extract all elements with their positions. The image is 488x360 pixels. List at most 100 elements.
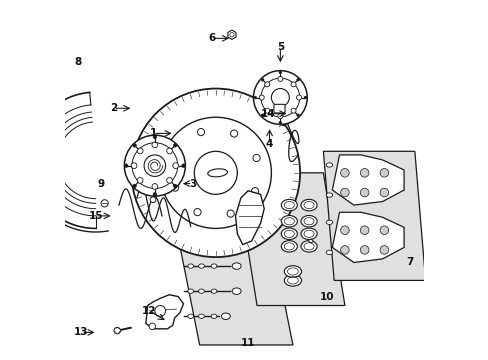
Circle shape (360, 188, 368, 197)
Circle shape (253, 96, 256, 99)
Circle shape (253, 71, 306, 125)
Circle shape (304, 96, 306, 99)
Circle shape (182, 164, 185, 167)
Ellipse shape (325, 193, 332, 197)
Ellipse shape (301, 216, 317, 227)
Circle shape (153, 135, 156, 139)
Circle shape (340, 188, 348, 197)
Circle shape (150, 197, 156, 203)
Circle shape (340, 246, 348, 254)
Circle shape (101, 200, 108, 207)
Circle shape (261, 78, 264, 81)
Text: 8: 8 (74, 57, 81, 67)
Ellipse shape (325, 250, 332, 255)
Ellipse shape (211, 314, 217, 319)
Circle shape (152, 142, 158, 148)
Text: 7: 7 (405, 257, 412, 267)
Circle shape (264, 82, 269, 87)
Ellipse shape (232, 288, 241, 294)
Circle shape (133, 184, 136, 188)
Text: 9: 9 (97, 179, 104, 189)
Circle shape (152, 184, 158, 189)
Ellipse shape (301, 199, 317, 211)
Polygon shape (178, 237, 292, 345)
Circle shape (264, 108, 269, 113)
Circle shape (277, 76, 282, 81)
Text: 6: 6 (208, 33, 215, 43)
Text: 1: 1 (149, 129, 156, 138)
Ellipse shape (281, 216, 297, 227)
Circle shape (166, 177, 172, 183)
Circle shape (171, 184, 178, 191)
Ellipse shape (325, 220, 332, 225)
Circle shape (252, 154, 260, 162)
Circle shape (131, 89, 300, 257)
Circle shape (172, 163, 178, 168)
Ellipse shape (232, 263, 241, 269)
FancyBboxPatch shape (273, 104, 285, 113)
Circle shape (261, 114, 264, 117)
Circle shape (360, 168, 368, 177)
Ellipse shape (187, 289, 193, 293)
Ellipse shape (221, 313, 230, 319)
Polygon shape (323, 151, 425, 280)
Circle shape (278, 121, 281, 124)
Circle shape (133, 144, 136, 147)
Circle shape (360, 246, 368, 254)
Circle shape (173, 144, 177, 147)
Ellipse shape (284, 275, 301, 286)
Circle shape (226, 210, 234, 217)
Ellipse shape (281, 199, 297, 211)
Polygon shape (235, 173, 344, 306)
Ellipse shape (308, 239, 312, 243)
Polygon shape (332, 212, 403, 262)
Ellipse shape (281, 240, 297, 252)
Ellipse shape (207, 169, 227, 177)
Circle shape (259, 95, 264, 100)
Ellipse shape (301, 228, 317, 239)
Text: 3: 3 (188, 179, 196, 189)
Ellipse shape (301, 240, 317, 252)
Ellipse shape (198, 289, 204, 293)
Circle shape (296, 95, 301, 100)
Text: 5: 5 (276, 42, 284, 52)
Circle shape (137, 148, 142, 154)
Ellipse shape (198, 264, 204, 268)
Circle shape (160, 117, 271, 228)
Circle shape (379, 226, 388, 234)
Text: 15: 15 (88, 211, 102, 221)
Circle shape (153, 193, 156, 196)
Circle shape (251, 188, 258, 195)
Circle shape (166, 148, 172, 154)
Circle shape (277, 114, 282, 119)
Ellipse shape (284, 266, 301, 277)
Ellipse shape (281, 228, 297, 239)
Polygon shape (235, 191, 264, 244)
Ellipse shape (325, 163, 332, 167)
Circle shape (124, 135, 185, 196)
Circle shape (155, 306, 165, 316)
Circle shape (278, 71, 281, 74)
Text: 13: 13 (74, 327, 88, 337)
Circle shape (173, 184, 177, 188)
Polygon shape (145, 295, 183, 329)
Circle shape (194, 208, 201, 216)
Text: 14: 14 (260, 109, 275, 119)
Circle shape (197, 129, 204, 136)
Circle shape (360, 226, 368, 234)
Ellipse shape (198, 314, 204, 319)
Circle shape (230, 130, 237, 137)
Text: 11: 11 (241, 338, 255, 348)
Text: 4: 4 (265, 139, 273, 149)
Circle shape (149, 323, 155, 329)
Ellipse shape (187, 314, 193, 319)
Circle shape (340, 226, 348, 234)
Circle shape (296, 114, 299, 117)
Circle shape (296, 78, 299, 81)
Polygon shape (332, 155, 403, 205)
Circle shape (379, 246, 388, 254)
Circle shape (137, 177, 142, 183)
Circle shape (379, 168, 388, 177)
Circle shape (290, 108, 295, 113)
Ellipse shape (211, 289, 217, 293)
